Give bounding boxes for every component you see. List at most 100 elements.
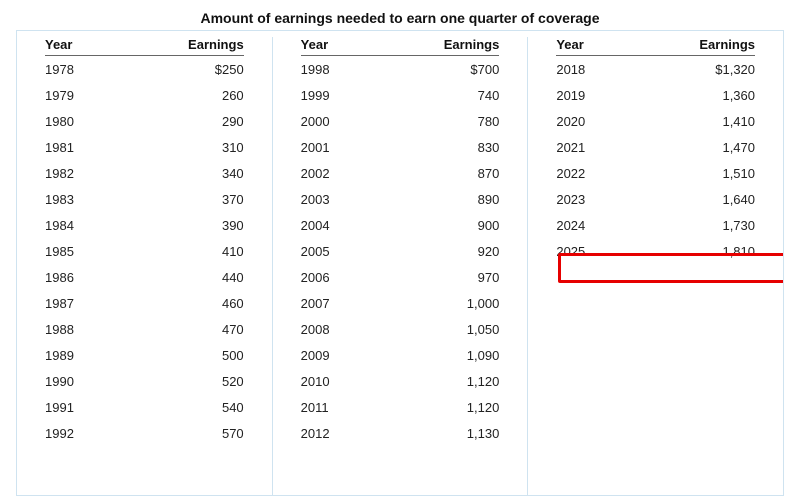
cell-year: 2012 bbox=[301, 426, 361, 441]
header-earnings: Earnings bbox=[361, 37, 500, 52]
cell-year: 2011 bbox=[301, 400, 361, 415]
column-header: YearEarnings bbox=[301, 37, 500, 56]
table-row: 2003890 bbox=[301, 186, 500, 212]
table-row: 1982340 bbox=[45, 160, 244, 186]
cell-earnings: $250 bbox=[105, 62, 244, 77]
cell-earnings: 970 bbox=[361, 270, 500, 285]
table-row: 20081,050 bbox=[301, 316, 500, 342]
table-row: 1985410 bbox=[45, 238, 244, 264]
cell-earnings: 1,360 bbox=[616, 88, 755, 103]
cell-earnings: 780 bbox=[361, 114, 500, 129]
table-row: 20091,090 bbox=[301, 342, 500, 368]
table-row: 1983370 bbox=[45, 186, 244, 212]
cell-earnings: 1,810 bbox=[616, 244, 755, 259]
cell-earnings: 340 bbox=[105, 166, 244, 181]
header-year: Year bbox=[556, 37, 616, 52]
cell-earnings: 440 bbox=[105, 270, 244, 285]
table-row: 1987460 bbox=[45, 290, 244, 316]
cell-year: 2020 bbox=[556, 114, 616, 129]
table-row: 2018$1,320 bbox=[556, 56, 755, 82]
cell-year: 1990 bbox=[45, 374, 105, 389]
table-row: 2000780 bbox=[301, 108, 500, 134]
cell-year: 2000 bbox=[301, 114, 361, 129]
cell-earnings: 570 bbox=[105, 426, 244, 441]
cell-year: 2021 bbox=[556, 140, 616, 155]
cell-earnings: 1,640 bbox=[616, 192, 755, 207]
cell-earnings: 1,470 bbox=[616, 140, 755, 155]
cell-earnings: 870 bbox=[361, 166, 500, 181]
table-row: 1999740 bbox=[301, 82, 500, 108]
cell-year: 1985 bbox=[45, 244, 105, 259]
table-row: 2002870 bbox=[301, 160, 500, 186]
cell-year: 2009 bbox=[301, 348, 361, 363]
cell-earnings: 290 bbox=[105, 114, 244, 129]
cell-year: 1984 bbox=[45, 218, 105, 233]
cell-earnings: 410 bbox=[105, 244, 244, 259]
table-row: 1978$250 bbox=[45, 56, 244, 82]
table-column: YearEarnings1978$25019792601980290198131… bbox=[17, 37, 273, 495]
cell-year: 2023 bbox=[556, 192, 616, 207]
cell-year: 2007 bbox=[301, 296, 361, 311]
cell-year: 1986 bbox=[45, 270, 105, 285]
cell-earnings: 1,730 bbox=[616, 218, 755, 233]
cell-year: 1987 bbox=[45, 296, 105, 311]
cell-earnings: 920 bbox=[361, 244, 500, 259]
table-row: 20211,470 bbox=[556, 134, 755, 160]
cell-earnings: 1,120 bbox=[361, 400, 500, 415]
table-column: YearEarnings1998$70019997402000780200183… bbox=[273, 37, 529, 495]
cell-earnings: $1,320 bbox=[616, 62, 755, 77]
table-row: 20121,130 bbox=[301, 420, 500, 446]
header-year: Year bbox=[45, 37, 105, 52]
header-earnings: Earnings bbox=[105, 37, 244, 52]
cell-earnings: $700 bbox=[361, 62, 500, 77]
page-title: Amount of earnings needed to earn one qu… bbox=[0, 0, 800, 30]
table-row: 2001830 bbox=[301, 134, 500, 160]
cell-earnings: 500 bbox=[105, 348, 244, 363]
table-row: 1998$700 bbox=[301, 56, 500, 82]
table-row: 20191,360 bbox=[556, 82, 755, 108]
table-row: 1986440 bbox=[45, 264, 244, 290]
cell-earnings: 1,120 bbox=[361, 374, 500, 389]
table-row: 2006970 bbox=[301, 264, 500, 290]
table-row: 1989500 bbox=[45, 342, 244, 368]
table-row: 20111,120 bbox=[301, 394, 500, 420]
table-row: 20231,640 bbox=[556, 186, 755, 212]
cell-year: 1998 bbox=[301, 62, 361, 77]
cell-earnings: 260 bbox=[105, 88, 244, 103]
table-row: 1990520 bbox=[45, 368, 244, 394]
table-row: 1984390 bbox=[45, 212, 244, 238]
cell-year: 2003 bbox=[301, 192, 361, 207]
cell-year: 2002 bbox=[301, 166, 361, 181]
table-row: 20241,730 bbox=[556, 212, 755, 238]
cell-earnings: 740 bbox=[361, 88, 500, 103]
cell-year: 2018 bbox=[556, 62, 616, 77]
cell-year: 2005 bbox=[301, 244, 361, 259]
cell-year: 1991 bbox=[45, 400, 105, 415]
cell-year: 1989 bbox=[45, 348, 105, 363]
cell-earnings: 390 bbox=[105, 218, 244, 233]
cell-year: 1988 bbox=[45, 322, 105, 337]
cell-earnings: 470 bbox=[105, 322, 244, 337]
cell-year: 2008 bbox=[301, 322, 361, 337]
table-row: 20201,410 bbox=[556, 108, 755, 134]
cell-earnings: 460 bbox=[105, 296, 244, 311]
cell-year: 2001 bbox=[301, 140, 361, 155]
cell-earnings: 1,130 bbox=[361, 426, 500, 441]
cell-earnings: 540 bbox=[105, 400, 244, 415]
cell-year: 2010 bbox=[301, 374, 361, 389]
table-row: 1992570 bbox=[45, 420, 244, 446]
table-row: 2005920 bbox=[301, 238, 500, 264]
cell-year: 1979 bbox=[45, 88, 105, 103]
cell-year: 2019 bbox=[556, 88, 616, 103]
table-container: YearEarnings1978$25019792601980290198131… bbox=[16, 30, 784, 496]
cell-year: 2004 bbox=[301, 218, 361, 233]
column-header: YearEarnings bbox=[45, 37, 244, 56]
table-row: 20221,510 bbox=[556, 160, 755, 186]
cell-earnings: 890 bbox=[361, 192, 500, 207]
table-row: 1981310 bbox=[45, 134, 244, 160]
table-row: 1991540 bbox=[45, 394, 244, 420]
cell-earnings: 830 bbox=[361, 140, 500, 155]
table-row: 20101,120 bbox=[301, 368, 500, 394]
cell-year: 1992 bbox=[45, 426, 105, 441]
cell-year: 1978 bbox=[45, 62, 105, 77]
